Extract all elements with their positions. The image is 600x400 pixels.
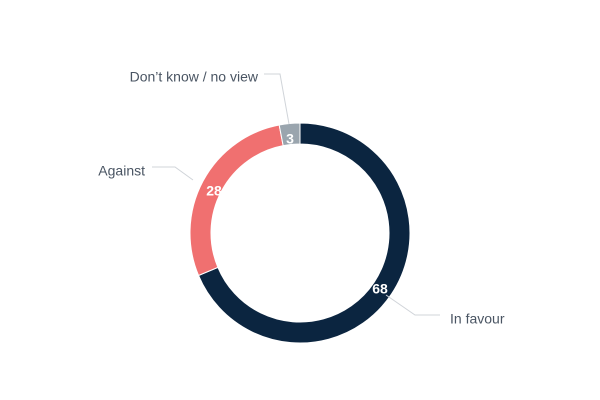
value-label-in-favour: 68	[372, 281, 388, 297]
value-label-don-t-know-no-view: 3	[286, 131, 294, 147]
slices-group	[189, 122, 411, 344]
value-label-against: 28	[206, 183, 222, 199]
category-label-in-favour: In favour	[450, 311, 505, 327]
leader-line-in-favour	[385, 294, 440, 316]
category-label-don-t-know-no-view: Don’t know / no view	[130, 69, 259, 85]
slice-in-favour	[197, 122, 411, 344]
leader-line-don-t-know-no-view	[264, 73, 290, 125]
category-label-against: Against	[98, 163, 145, 179]
slice-against	[189, 124, 284, 277]
category-labels-group: In favour Against Don’t know / no view	[98, 69, 505, 327]
value-labels-group: 68 28 3	[206, 131, 388, 297]
leader-line-against	[152, 166, 194, 181]
leader-lines-group	[152, 73, 440, 316]
slice-don-t-know-no-view	[278, 122, 301, 147]
